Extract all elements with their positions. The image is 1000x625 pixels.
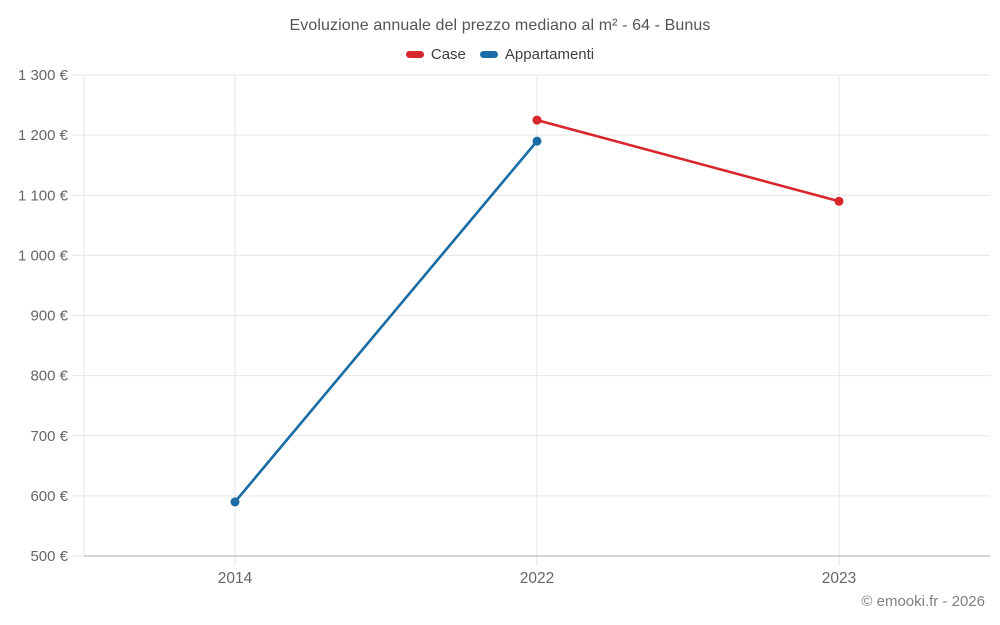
y-tick-label: 1 000 €: [18, 247, 69, 264]
y-tick-label: 1 200 €: [18, 127, 69, 144]
series-case: [532, 115, 844, 206]
data-point[interactable]: [834, 196, 844, 206]
chart-title: Evoluzione annuale del prezzo mediano al…: [289, 17, 711, 34]
x-tick-label: 2023: [822, 570, 856, 587]
y-tick-label: 900 €: [30, 308, 68, 325]
y-axis-labels: 500 € 600 € 700 € 800 € 900 € 1 000 € 1 100 € 1…: [18, 67, 69, 565]
y-tick-label: 600 €: [30, 488, 68, 505]
x-axis-labels: 2014 2022 2023: [218, 570, 856, 587]
legend-label: Case: [430, 46, 466, 63]
series-line: [535, 118, 841, 203]
series-appartamenti: [230, 136, 542, 507]
legend-swatch-appartamenti: [479, 51, 498, 58]
data-point[interactable]: [230, 497, 240, 507]
data-point[interactable]: [532, 115, 542, 125]
legend-item-case[interactable]: Case: [405, 46, 466, 63]
copyright: © emooki.fr - 2026: [861, 593, 985, 610]
legend: Case Appartamenti: [0, 46, 1000, 63]
x-tick-label: 2022: [520, 570, 554, 587]
y-tick-label: 1 300 €: [18, 67, 69, 84]
legend-swatch-case: [405, 51, 424, 58]
y-tick-label: 700 €: [30, 428, 68, 445]
y-tick-label: 1 100 €: [18, 187, 69, 204]
data-point[interactable]: [532, 136, 542, 146]
legend-item-appartamenti[interactable]: Appartamenti: [479, 46, 595, 63]
x-tick-label: 2014: [218, 570, 253, 587]
y-tick-label: 800 €: [30, 368, 68, 385]
series-line: [233, 139, 539, 504]
legend-label: Appartamenti: [504, 46, 595, 63]
x-gridlines: [234, 75, 840, 566]
y-ticks: [72, 74, 84, 557]
y-tick-label: 500 €: [30, 548, 68, 565]
